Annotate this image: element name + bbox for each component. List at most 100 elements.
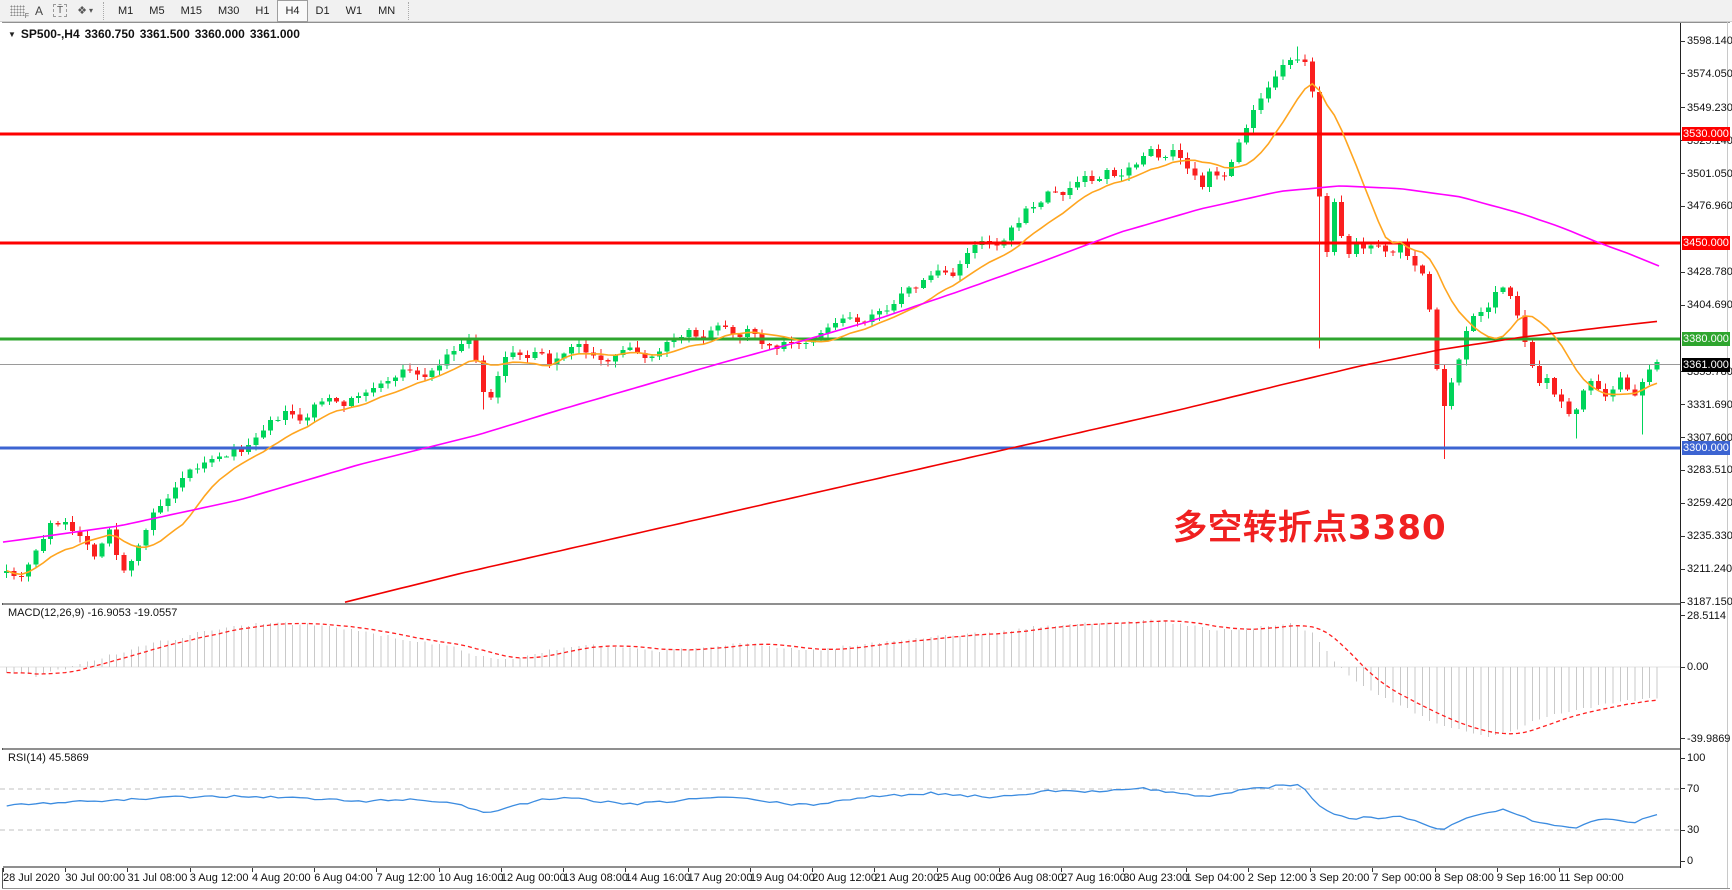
rsi-axis-label: 30 bbox=[1687, 824, 1700, 837]
rsi-axis-tick bbox=[1680, 757, 1685, 759]
time-axis-label: 3 Aug 12:00 bbox=[189, 872, 249, 884]
time-axis-tick bbox=[687, 868, 689, 872]
time-axis-tick bbox=[1247, 868, 1249, 872]
timeframe-button-w1[interactable]: W1 bbox=[345, 4, 363, 17]
price-level-label: 3530.000 bbox=[1682, 127, 1730, 141]
timeframe-button-h1[interactable]: H1 bbox=[255, 4, 270, 17]
toolbar: F A T ❖ ▾ M1 M5 M15 M30 H1 H4 D1 W1 MN bbox=[0, 0, 1732, 22]
price-axis-label: 3501.050 bbox=[1687, 167, 1732, 180]
time-axis-tick bbox=[998, 868, 1000, 872]
time-axis-label: 30 Aug 23:00 bbox=[1123, 872, 1189, 884]
window-border bbox=[2, 888, 1730, 889]
time-axis-tick bbox=[3, 868, 4, 872]
time-axis-label: 1 Sep 04:00 bbox=[1185, 872, 1245, 884]
macd-axis-label: -39.9869 bbox=[1687, 732, 1731, 745]
time-axis-label: 2 Sep 12:00 bbox=[1247, 872, 1308, 884]
price-axis-tick bbox=[1680, 173, 1685, 175]
time-axis-label: 20 Aug 12:00 bbox=[812, 872, 877, 884]
rsi-axis-tick bbox=[1680, 860, 1685, 862]
price-axis-tick bbox=[1680, 371, 1685, 373]
price-axis-tick bbox=[1680, 469, 1685, 471]
rsi-axis-label: 0 bbox=[1687, 855, 1694, 867]
time-axis-label: 27 Aug 16:00 bbox=[1061, 872, 1126, 884]
rsi-panel-canvas[interactable] bbox=[0, 750, 1680, 868]
price-axis-tick bbox=[1680, 73, 1685, 75]
price-axis-label: 3549.230 bbox=[1687, 101, 1732, 114]
macd-axis-tick bbox=[1680, 666, 1685, 668]
time-axis-tick bbox=[127, 868, 129, 872]
price-chart-canvas[interactable] bbox=[0, 23, 1680, 603]
price-axis-tick bbox=[1680, 304, 1685, 306]
time-axis-tick bbox=[625, 868, 627, 872]
time-axis-tick bbox=[1185, 868, 1187, 872]
timeframe-button-m30[interactable]: M30 bbox=[217, 4, 240, 17]
timeframe-button-m15[interactable]: M15 bbox=[180, 4, 202, 17]
price-axis-label: 3331.690 bbox=[1687, 398, 1732, 411]
price-level-label: 3361.000 bbox=[1682, 357, 1730, 372]
text-box-icon[interactable]: T bbox=[48, 2, 72, 20]
time-axis-label: 17 Aug 20:00 bbox=[687, 872, 753, 884]
time-axis-label: 11 Sep 00:00 bbox=[1559, 872, 1624, 884]
time-axis-tick bbox=[1123, 868, 1125, 872]
timeframe-button-m5[interactable]: M5 bbox=[149, 4, 165, 17]
window-edge bbox=[1727, 22, 1728, 888]
time-axis-tick bbox=[1310, 868, 1312, 872]
time-axis-tick bbox=[1434, 868, 1436, 872]
symbol-name: SP500-,H4 bbox=[20, 27, 80, 41]
price-axis-label: 3259.420 bbox=[1687, 497, 1732, 510]
price-axis-label: 3187.150 bbox=[1687, 596, 1732, 608]
macd-axis-tick bbox=[1680, 615, 1685, 617]
timeframe-button-mn[interactable]: MN bbox=[378, 4, 396, 17]
time-axis-label: 12 Aug 00:00 bbox=[500, 872, 566, 884]
macd-axis-label: 0.00 bbox=[1687, 661, 1709, 673]
price-axis-label: 3211.240 bbox=[1687, 563, 1732, 576]
collapse-arrow-icon[interactable]: ▼ bbox=[8, 29, 16, 39]
time-axis-tick bbox=[438, 868, 440, 872]
time-axis-label: 21 Aug 20:00 bbox=[874, 872, 940, 884]
objects-icon[interactable]: ❖ ▾ bbox=[77, 5, 94, 17]
panel-splitter[interactable] bbox=[3, 748, 1680, 750]
pattern-grid-icon[interactable]: F bbox=[5, 2, 30, 20]
price-axis-tick bbox=[1680, 568, 1685, 570]
price-axis-label: 3476.960 bbox=[1687, 200, 1732, 213]
time-axis-tick bbox=[251, 868, 253, 872]
price-axis-tick bbox=[1680, 40, 1685, 42]
price-axis-tick bbox=[1680, 535, 1685, 537]
time-axis-tick bbox=[749, 868, 751, 872]
time-axis-tick bbox=[314, 868, 316, 872]
ohlc-high: 3361.500 bbox=[139, 27, 190, 41]
rsi-axis-tick bbox=[1680, 788, 1685, 790]
time-axis-tick bbox=[874, 868, 876, 872]
symbol-title: ▼ SP500-,H4 3360.750 3361.500 3360.000 3… bbox=[8, 27, 300, 41]
time-axis-tick bbox=[1496, 868, 1498, 872]
rsi-axis-label: 100 bbox=[1687, 752, 1706, 764]
time-axis-label: 6 Aug 04:00 bbox=[314, 872, 373, 884]
macd-panel-canvas[interactable] bbox=[0, 605, 1680, 748]
price-axis-label: 3598.140 bbox=[1687, 35, 1732, 47]
timeframe-toolbar: M1 M5 M15 M30 H1 H4 D1 W1 MN bbox=[110, 0, 403, 22]
time-axis-label: 10 Aug 16:00 bbox=[438, 872, 504, 884]
ohlc-low: 3360.000 bbox=[194, 27, 245, 41]
time-axis-label: 7 Aug 12:00 bbox=[376, 872, 436, 884]
timeframe-button-h4[interactable]: H4 bbox=[277, 0, 308, 22]
panel-splitter[interactable] bbox=[3, 603, 1680, 605]
price-level-label: 3380.000 bbox=[1682, 331, 1730, 346]
time-axis-label: 4 Aug 20:00 bbox=[251, 872, 311, 884]
price-level-label: 3450.000 bbox=[1682, 236, 1730, 251]
time-axis-label: 13 Aug 08:00 bbox=[563, 872, 628, 884]
price-axis-tick bbox=[1680, 601, 1685, 603]
text-label-icon[interactable]: A bbox=[35, 3, 44, 18]
price-axis-label: 3235.330 bbox=[1687, 530, 1732, 543]
price-axis-tick bbox=[1680, 502, 1685, 504]
time-axis-tick bbox=[936, 868, 938, 872]
ohlc-close: 3361.000 bbox=[249, 27, 300, 41]
chevron-down-icon: ▾ bbox=[89, 6, 94, 15]
price-axis-label: 3404.690 bbox=[1687, 299, 1732, 312]
macd-axis-tick bbox=[1680, 738, 1685, 740]
time-axis-tick bbox=[812, 868, 814, 872]
price-axis-label: 3574.050 bbox=[1687, 67, 1732, 80]
timeframe-button-m1[interactable]: M1 bbox=[118, 4, 134, 17]
timeframe-button-d1[interactable]: D1 bbox=[315, 4, 330, 17]
price-axis-tick bbox=[1680, 107, 1685, 109]
